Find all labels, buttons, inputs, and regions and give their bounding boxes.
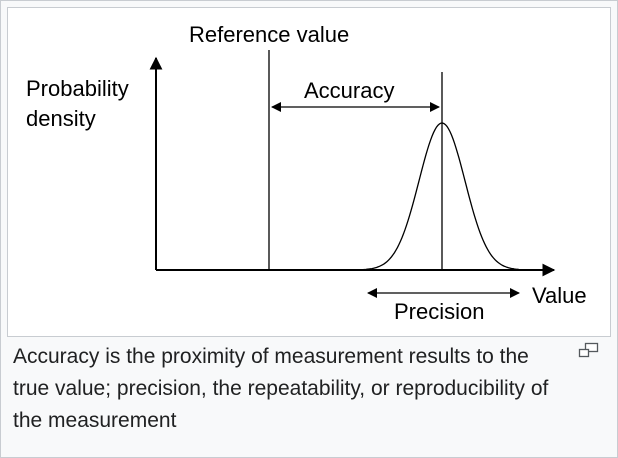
accuracy-label: Accuracy: [304, 78, 394, 103]
diagram-image[interactable]: Reference value Accuracy Probability den…: [7, 7, 611, 337]
enlarge-icon[interactable]: [578, 342, 600, 358]
figure-caption: Accuracy is the proximity of measurement…: [13, 345, 549, 432]
y-axis-label-line2: density: [26, 106, 96, 131]
precision-label: Precision: [394, 299, 484, 324]
accuracy-precision-diagram: Reference value Accuracy Probability den…: [26, 22, 587, 324]
probability-density-curve: [362, 122, 537, 271]
y-axis-label-line1: Probability: [26, 76, 129, 101]
x-axis-label: Value: [532, 283, 587, 308]
reference-value-label: Reference value: [189, 22, 349, 47]
